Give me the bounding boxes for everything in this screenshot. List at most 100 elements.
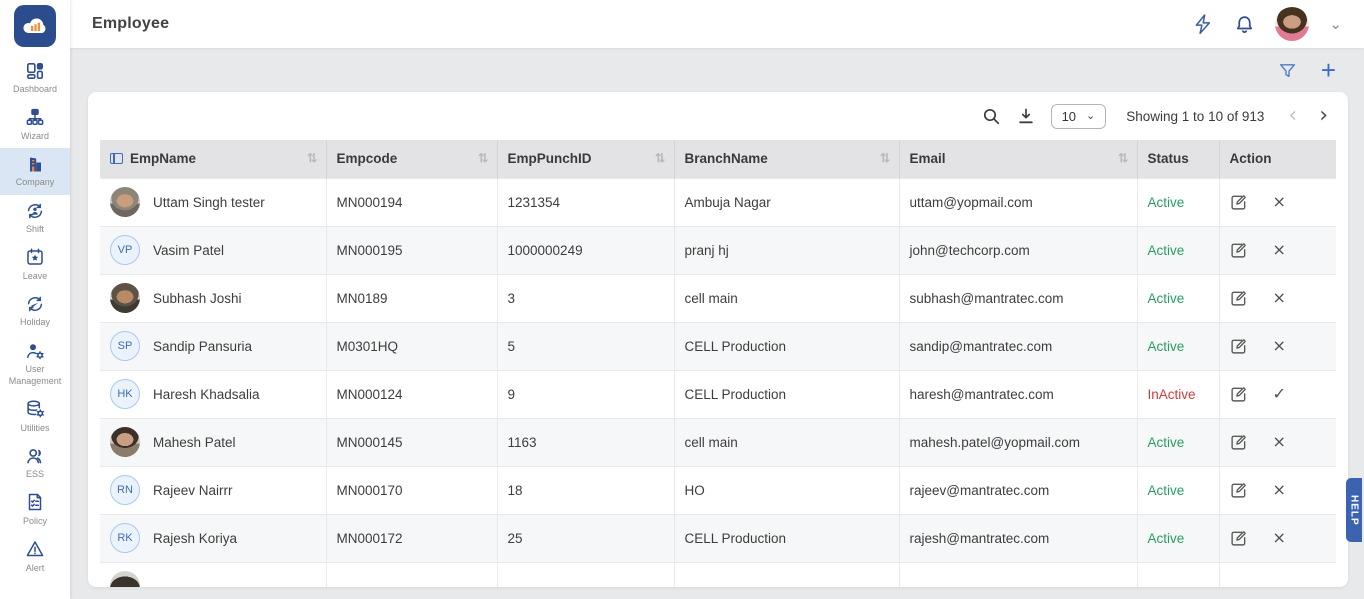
status-text: Active	[1147, 338, 1185, 354]
sidebar-item-policy[interactable]: Policy	[0, 487, 70, 534]
previous-page-button[interactable]: ‹	[1288, 103, 1298, 128]
select-chevron-down-icon: ⌄	[1086, 109, 1096, 122]
employee-table-card: 10 ⌄ Showing 1 to 10 of 913 ‹ › EmpName	[88, 92, 1348, 587]
employee-punch-id: 3	[497, 273, 675, 322]
edit-button[interactable]	[1230, 338, 1247, 355]
page-size-select[interactable]: 10 ⌄	[1050, 103, 1107, 129]
notifications-button[interactable]	[1234, 14, 1255, 35]
sidebar-item-shift[interactable]: Shift	[0, 195, 70, 242]
table-row: RN Rajeev Nairrr MN000170 18 HO rajeev@ma…	[100, 465, 1336, 514]
employee-code: MN000124	[326, 369, 498, 418]
alert-triangle-icon	[25, 539, 45, 560]
employee-email: haresh@mantratec.com	[899, 369, 1138, 418]
profile-chevron-down-icon[interactable]: ⌄	[1329, 15, 1342, 33]
sort-icon[interactable]: ⇅	[477, 151, 489, 167]
sort-icon[interactable]: ⇅	[879, 151, 891, 167]
employee-punch-id: 1231354	[497, 177, 675, 226]
deactivate-icon[interactable]: ×	[1272, 240, 1286, 259]
employee-email: mahesh.patel@yopmail.com	[899, 417, 1138, 466]
sidebar-item-wizard[interactable]: Wizard	[0, 102, 70, 149]
table-row	[100, 561, 1336, 587]
user-avatar[interactable]	[1275, 7, 1310, 41]
sort-icon[interactable]: ⇅	[1117, 151, 1129, 167]
employee-code: MN000194	[326, 177, 498, 226]
employee-code	[326, 561, 498, 587]
sidebar-item-label: Company	[15, 177, 55, 188]
edit-pencil-icon	[1230, 242, 1247, 259]
edit-button[interactable]	[1230, 242, 1247, 259]
sidebar-item-dashboard[interactable]: Dashboard	[0, 55, 70, 102]
status-text: Active	[1147, 530, 1185, 546]
next-page-button[interactable]: ›	[1319, 103, 1328, 128]
activate-icon[interactable]: ✓	[1272, 384, 1286, 403]
sidebar-item-alert[interactable]: Alert	[0, 534, 70, 581]
employee-email: rajeev@mantratec.com	[899, 465, 1138, 514]
edit-button[interactable]	[1230, 530, 1247, 547]
sidebar-item-label: Holiday	[19, 317, 50, 328]
people-icon	[25, 445, 46, 466]
sidebar-item-user-management[interactable]: User Management	[0, 335, 70, 393]
branch-name: CELL Production	[674, 321, 900, 370]
photo-avatar	[110, 283, 140, 313]
employee-punch-id	[497, 561, 675, 587]
sidebar-item-ess[interactable]: ESS	[0, 440, 70, 487]
calendar-star-icon	[25, 247, 45, 268]
table-row: RK Rajesh Koriya MN000172 25 CELL Product…	[100, 513, 1336, 562]
rotate-person-icon	[25, 200, 45, 221]
column-header-branchname[interactable]: BranchName ⇅	[674, 140, 900, 178]
employee-name: Rajeev Nairrr	[153, 482, 233, 498]
deactivate-icon[interactable]: ×	[1272, 288, 1286, 307]
pagination-status: Showing 1 to 10 of 913	[1126, 108, 1265, 124]
table-row: HK Haresh Khadsalia MN000124 9 CELL Produ…	[100, 369, 1336, 418]
deactivate-icon[interactable]: ×	[1272, 336, 1286, 355]
status-text: Active	[1147, 482, 1185, 498]
status-text: InActive	[1147, 386, 1196, 402]
app-logo[interactable]	[14, 5, 56, 47]
filter-button[interactable]	[1278, 61, 1297, 80]
employee-punch-id: 18	[497, 465, 675, 514]
column-header-status: Status	[1137, 140, 1220, 178]
building-icon	[25, 153, 45, 174]
sidebar-item-label: User Management	[8, 364, 62, 386]
photo-avatar	[110, 427, 140, 457]
sidebar-item-holiday[interactable]: Holiday	[0, 288, 70, 335]
column-header-empcode[interactable]: Empcode ⇅	[326, 140, 498, 178]
sidebar-item-leave[interactable]: Leave	[0, 242, 70, 289]
sort-icon[interactable]: ⇅	[306, 151, 318, 167]
branch-name: Ambuja Nagar	[674, 177, 900, 226]
deactivate-icon[interactable]: ×	[1272, 192, 1286, 211]
employee-name: Subhash Joshi	[153, 290, 242, 306]
edit-button[interactable]	[1230, 482, 1247, 499]
sidebar: Dashboard Wizard Company	[0, 0, 70, 599]
quick-actions-button[interactable]	[1192, 13, 1214, 35]
column-header-action: Action	[1219, 140, 1336, 178]
search-button[interactable]	[982, 107, 1001, 126]
deactivate-icon[interactable]: ×	[1272, 432, 1286, 451]
table-row: Mahesh Patel MN000145 1163 cell main mah…	[100, 417, 1336, 466]
edit-button[interactable]	[1230, 194, 1247, 211]
column-header-emppunchid[interactable]: EmpPunchID ⇅	[497, 140, 675, 178]
sitemap-icon	[25, 107, 45, 128]
edit-button[interactable]	[1230, 434, 1247, 451]
deactivate-icon[interactable]: ×	[1272, 480, 1286, 499]
add-employee-button[interactable]: +	[1320, 55, 1336, 85]
sort-icon[interactable]: ⇅	[654, 151, 666, 167]
branch-name	[674, 561, 900, 587]
initials-avatar: HK	[110, 379, 140, 409]
sidebar-item-utilities[interactable]: Utilities	[0, 394, 70, 441]
edit-button[interactable]	[1230, 386, 1247, 403]
branch-name: CELL Production	[674, 513, 900, 562]
photo-avatar	[110, 187, 140, 217]
help-tab[interactable]: HELP	[1346, 478, 1362, 542]
column-header-email[interactable]: Email ⇅	[899, 140, 1138, 178]
employee-name: Mahesh Patel	[153, 434, 236, 450]
edit-button[interactable]	[1230, 290, 1247, 307]
edit-pencil-icon	[1230, 194, 1247, 211]
sidebar-item-label: Shift	[25, 224, 44, 235]
column-header-empname[interactable]: EmpName ⇅	[100, 140, 327, 178]
sidebar-item-company[interactable]: Company	[0, 148, 70, 196]
employee-email: rajesh@mantratec.com	[899, 513, 1138, 562]
edit-pencil-icon	[1230, 290, 1247, 307]
deactivate-icon[interactable]: ×	[1272, 528, 1286, 547]
download-button[interactable]	[1017, 107, 1035, 125]
